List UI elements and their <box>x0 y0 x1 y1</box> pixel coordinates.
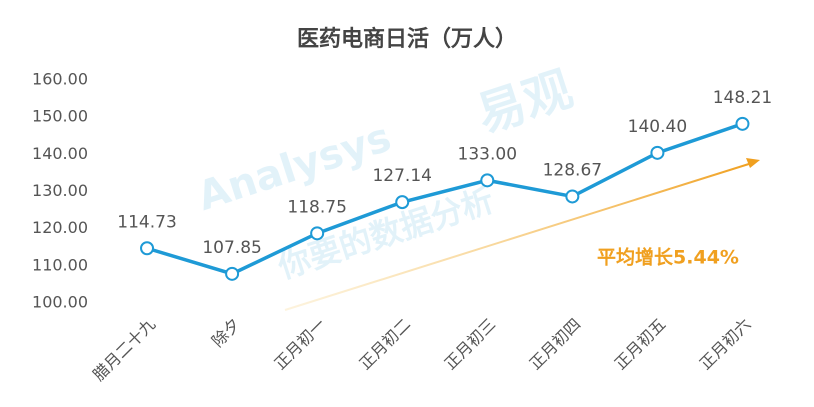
x-tick-label: 正月初六 <box>696 315 755 374</box>
point <box>395 195 410 210</box>
x-tick-label: 正月初二 <box>356 315 415 374</box>
x-tick-label: 正月初三 <box>441 315 500 374</box>
y-tick-label: 110.00 <box>32 255 88 274</box>
line <box>146 122 744 276</box>
y-tick-label: 160.00 <box>32 70 88 89</box>
y-tick-label: 140.00 <box>32 144 88 163</box>
y-tick-label: 130.00 <box>32 181 88 200</box>
data-label: 107.85 <box>202 238 261 258</box>
point <box>310 226 325 241</box>
y-tick-label: 150.00 <box>32 107 88 126</box>
data-label: 148.21 <box>713 88 772 108</box>
data-label: 128.67 <box>543 160 602 180</box>
x-tick-label: 正月初一 <box>270 315 329 374</box>
point <box>480 173 495 188</box>
chart-title: 医药电商日活（万人） <box>297 26 517 52</box>
data-label: 127.14 <box>372 166 431 186</box>
point <box>140 241 155 256</box>
point <box>650 145 665 160</box>
data-label: 133.00 <box>458 144 517 164</box>
data-label: 140.40 <box>628 117 687 137</box>
x-tick-label: 正月初五 <box>611 315 670 374</box>
point <box>225 266 240 281</box>
x-tick-label: 正月初四 <box>526 315 585 374</box>
point <box>735 116 750 131</box>
x-tick-label: 腊月二十九 <box>89 315 159 385</box>
trend-arrow <box>284 162 753 311</box>
data-label: 114.73 <box>117 212 176 232</box>
arrow-head <box>746 158 760 168</box>
point <box>565 189 580 204</box>
watermark-text: 易观 <box>470 61 579 144</box>
x-tick-label: 除夕 <box>208 315 244 351</box>
y-tick-label: 120.00 <box>32 218 88 237</box>
data-label: 118.75 <box>287 197 346 217</box>
annotation: 平均增长5.44% <box>597 246 739 269</box>
y-tick-label: 100.00 <box>32 293 88 312</box>
